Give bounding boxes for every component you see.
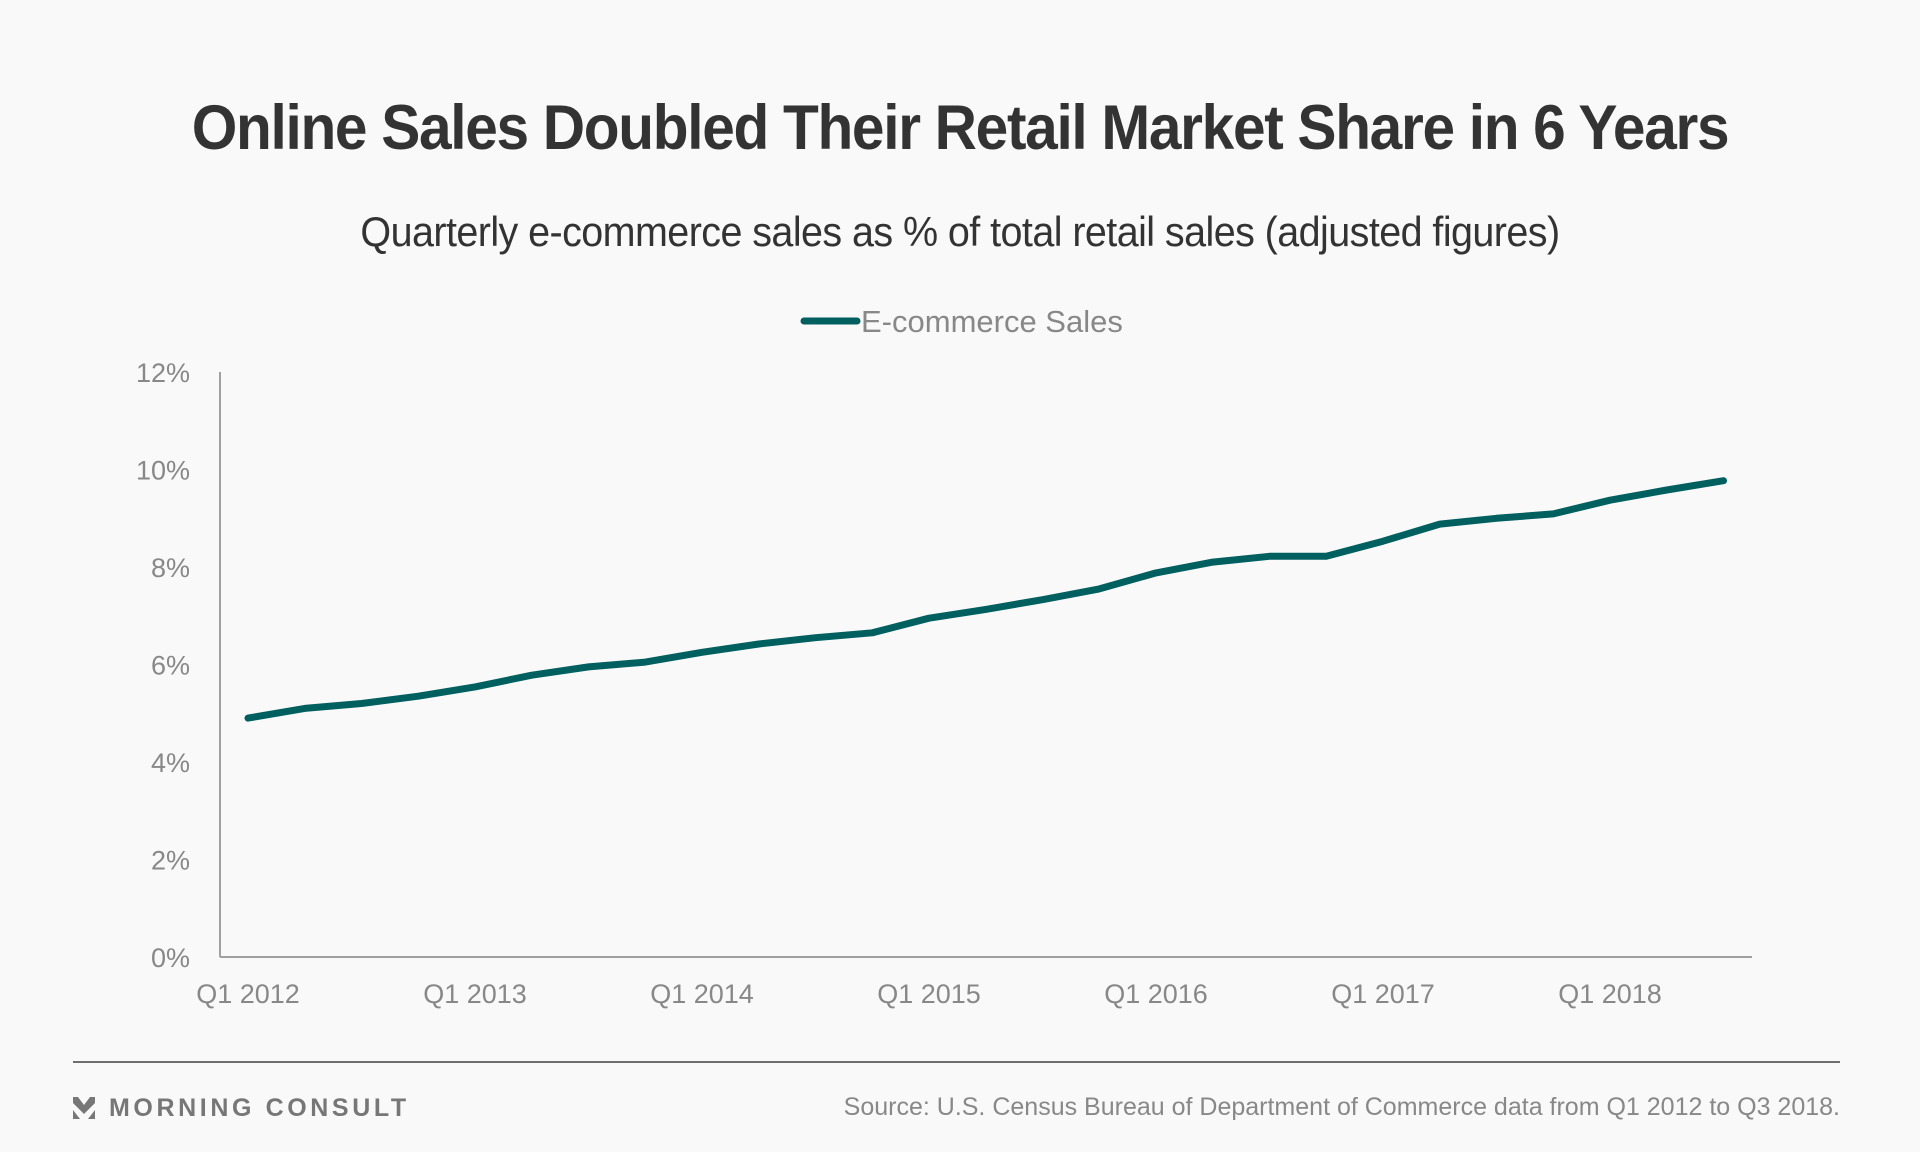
y-tick-label: 0% bbox=[151, 943, 190, 973]
x-tick-label: Q1 2012 bbox=[196, 979, 300, 1009]
y-tick-label: 12% bbox=[136, 358, 190, 388]
series-e-commerce-sales bbox=[244, 477, 1727, 722]
x-tick-label: Q1 2013 bbox=[423, 979, 527, 1009]
source-note: Source: U.S. Census Bureau of Department… bbox=[843, 1093, 1840, 1121]
y-tick-label: 6% bbox=[151, 651, 190, 681]
y-tick-label: 10% bbox=[136, 456, 190, 486]
chart-title: Online Sales Doubled Their Retail Market… bbox=[191, 93, 1730, 163]
y-tick-label: 2% bbox=[151, 846, 190, 876]
y-tick-label: 8% bbox=[151, 553, 190, 583]
x-tick-label: Q1 2018 bbox=[1558, 979, 1662, 1009]
series-line bbox=[244, 477, 1727, 722]
footer-divider bbox=[73, 1061, 1840, 1063]
y-tick-label: 4% bbox=[151, 748, 190, 778]
x-axis-ticks: Q1 2012 Q1 2013 Q1 2014 Q1 2015 Q1 2016 Q1 20… bbox=[196, 979, 1662, 1009]
x-tick-label: Q1 2016 bbox=[1104, 979, 1208, 1009]
x-tick-label: Q1 2014 bbox=[650, 979, 754, 1009]
x-tick-label: Q1 2017 bbox=[1331, 979, 1435, 1009]
chart-subtitle: Quarterly e-commerce sales as % of total… bbox=[360, 208, 1560, 255]
y-axis-ticks: 0% 2% 4% 6% 8% 10% 12% bbox=[136, 358, 190, 973]
morning-consult-logo-icon bbox=[73, 1097, 95, 1119]
brand-name: MORNING CONSULT bbox=[109, 1093, 410, 1122]
brand-logo: MORNING CONSULT bbox=[73, 1093, 410, 1122]
legend-label-e-commerce: E-commerce Sales bbox=[861, 304, 1123, 339]
legend: E-commerce Sales bbox=[800, 304, 1123, 339]
x-tick-label: Q1 2015 bbox=[877, 979, 981, 1009]
